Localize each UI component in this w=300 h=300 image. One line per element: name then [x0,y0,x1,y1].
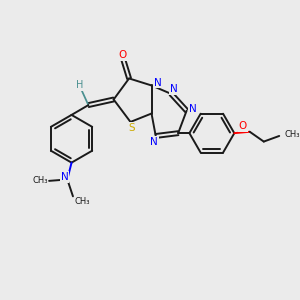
Text: O: O [238,121,247,131]
Text: N: N [151,137,158,147]
Text: CH₃: CH₃ [74,197,90,206]
Text: CH₃: CH₃ [284,130,300,139]
Text: N: N [189,104,196,114]
Text: O: O [118,50,126,60]
Text: CH₃: CH₃ [32,176,48,185]
Text: N: N [61,172,68,182]
Text: N: N [170,84,178,94]
Text: H: H [76,80,84,91]
Text: N: N [154,78,162,88]
Text: S: S [129,123,135,133]
